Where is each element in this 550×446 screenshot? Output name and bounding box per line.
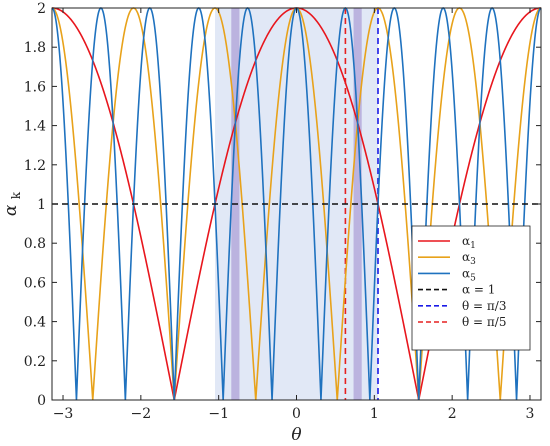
y-tick-label: 1.2 <box>24 158 46 174</box>
x-tick-label: −3 <box>53 406 74 422</box>
legend-box <box>411 225 531 351</box>
x-tick-label: 0 <box>292 406 301 422</box>
legend-label: α = 1 <box>462 283 495 297</box>
x-tick-label: 2 <box>448 406 457 422</box>
x-tick-label: 1 <box>370 406 379 422</box>
x-tick-label: −1 <box>208 406 229 422</box>
legend-label: α3 <box>462 250 476 267</box>
y-axis-label: α k <box>1 191 23 216</box>
y-axis-ticks: 0 0.2 0.4 0.6 0.8 1 1.2 1.4 1.6 1.8 2 <box>24 1 541 409</box>
legend-label: θ = π/5 <box>462 315 506 329</box>
x-tick-label: −2 <box>131 406 152 422</box>
x-axis-label: θ <box>291 425 301 445</box>
y-tick-label: 1.6 <box>24 79 46 95</box>
y-tick-label: 1.4 <box>24 119 46 135</box>
y-tick-label: 0 <box>37 393 46 409</box>
y-axis-label-subscript: k <box>9 191 23 199</box>
y-tick-label: 0.6 <box>24 275 46 291</box>
y-axis-label-main: α <box>1 204 21 216</box>
y-tick-label: 1.8 <box>24 40 46 56</box>
x-tick-label: 3 <box>526 406 535 422</box>
legend-label: α5 <box>462 266 476 283</box>
y-tick-label: 2 <box>37 1 46 17</box>
y-tick-label: 0.8 <box>24 236 46 252</box>
y-tick-label: 1 <box>37 197 46 213</box>
y-tick-label: 0.2 <box>24 354 46 370</box>
legend-label: θ = π/3 <box>462 299 506 313</box>
y-tick-label: 0.4 <box>24 315 46 331</box>
legend-label: α1 <box>462 234 476 251</box>
x-axis-ticks: −3 −2 −1 0 1 2 3 <box>53 8 535 422</box>
